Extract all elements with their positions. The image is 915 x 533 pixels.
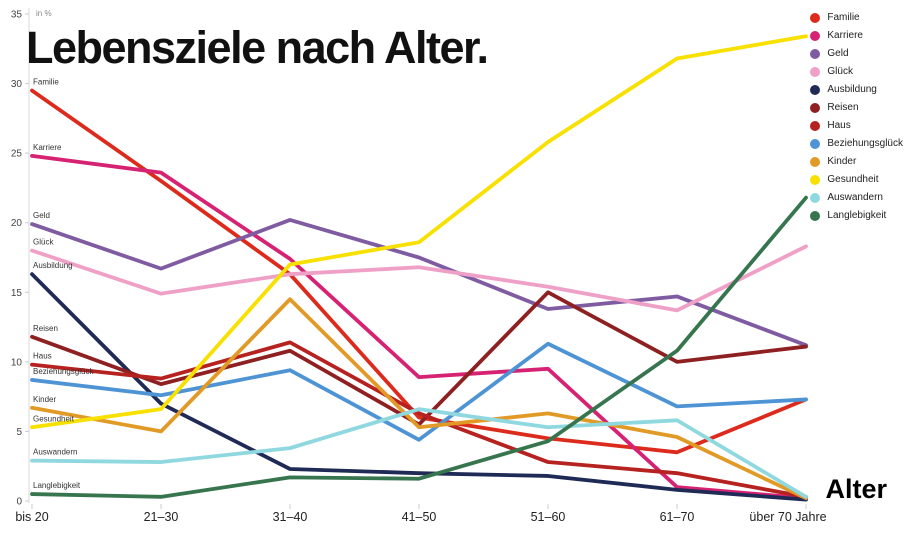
legend-label: Karriere bbox=[827, 30, 863, 41]
legend-item: Haus bbox=[810, 120, 903, 132]
series-line-Kinder bbox=[30, 297, 808, 501]
series-line-Geld bbox=[30, 218, 808, 348]
y-tick-label: 30 bbox=[11, 79, 23, 90]
series-line-Haus bbox=[30, 340, 808, 499]
series-start-label: Haus bbox=[33, 352, 52, 361]
series-start-label: Auswandern bbox=[33, 448, 77, 457]
y-tick-label: 15 bbox=[11, 288, 23, 299]
y-tick-label: 10 bbox=[11, 357, 23, 368]
series-start-label: Langlebigkeit bbox=[33, 481, 81, 490]
series-line-Langlebigkeit bbox=[30, 195, 808, 499]
legend-label: Geld bbox=[827, 48, 849, 59]
legend-dot bbox=[810, 31, 821, 41]
legend-label: Reisen bbox=[827, 102, 859, 113]
series-line-Ausbildung bbox=[30, 272, 808, 502]
series-line-Auswandern bbox=[30, 407, 808, 499]
legend-item: Kinder bbox=[810, 156, 903, 168]
y-tick-label: 0 bbox=[16, 497, 22, 508]
series-start-label: Karriere bbox=[33, 143, 62, 152]
series-line-Familie bbox=[30, 88, 808, 455]
legend-dot bbox=[810, 193, 821, 203]
y-tick-label: 35 bbox=[11, 10, 23, 21]
legend-item: Familie bbox=[810, 12, 903, 24]
x-tick-label: bis 20 bbox=[15, 510, 48, 524]
y-tick-label: 5 bbox=[16, 427, 22, 438]
x-tick-label: 31–40 bbox=[273, 510, 308, 524]
series-start-label: Reisen bbox=[33, 324, 58, 333]
legend-dot bbox=[810, 157, 821, 167]
series-start-label: Familie bbox=[33, 78, 59, 87]
series-start-label: Gesundheit bbox=[33, 414, 75, 423]
x-tick-label: über 70 Jahre bbox=[749, 510, 826, 524]
series-line-Beziehungsglück bbox=[30, 341, 808, 442]
legend-dot bbox=[810, 139, 821, 149]
legend-dot bbox=[810, 85, 821, 95]
legend-label: Kinder bbox=[827, 156, 857, 167]
series-start-label: Geld bbox=[33, 211, 50, 220]
legend-dot bbox=[810, 103, 821, 113]
legend-dot bbox=[810, 121, 821, 131]
x-tick-label: 41–50 bbox=[402, 510, 437, 524]
y-tick-label: 20 bbox=[11, 218, 23, 229]
series-line-Glück bbox=[30, 244, 808, 313]
legend-label: Gesundheit bbox=[827, 174, 879, 185]
y-tick-label: 25 bbox=[11, 149, 23, 160]
legend-label: Glück bbox=[827, 66, 853, 77]
series-line-Karriere bbox=[30, 154, 808, 501]
legend-dot bbox=[810, 175, 821, 185]
series-start-label: Kinder bbox=[33, 395, 56, 404]
legend-item: Ausbildung bbox=[810, 84, 903, 96]
legend-label: Beziehungsglück bbox=[827, 138, 903, 149]
series-line-Gesundheit bbox=[30, 34, 808, 430]
page-title: Lebensziele nach Alter. bbox=[26, 22, 489, 73]
y-axis-unit-label: in % bbox=[36, 9, 52, 18]
series-start-label: Glück bbox=[33, 238, 54, 247]
legend-dot bbox=[810, 13, 821, 23]
series-start-label: Beziehungsglück bbox=[33, 367, 94, 376]
legend: Familie Karriere Geld Glück Ausbildung Reisen… bbox=[810, 12, 903, 222]
legend-dot bbox=[810, 211, 821, 221]
x-tick-label: 61–70 bbox=[660, 510, 695, 524]
legend-label: Langlebigkeit bbox=[827, 210, 887, 221]
legend-label: Haus bbox=[827, 120, 851, 131]
legend-dot bbox=[810, 67, 821, 77]
legend-item: Auswandern bbox=[810, 192, 903, 204]
legend-dot bbox=[810, 49, 821, 59]
series-start-label: Ausbildung bbox=[33, 261, 73, 270]
legend-item: Beziehungsglück bbox=[810, 138, 903, 150]
legend-item: Geld bbox=[810, 48, 903, 60]
legend-item: Gesundheit bbox=[810, 174, 903, 186]
legend-label: Familie bbox=[827, 12, 860, 23]
legend-label: Auswandern bbox=[827, 192, 883, 203]
legend-item: Karriere bbox=[810, 30, 903, 42]
series-line-Reisen bbox=[30, 290, 808, 427]
legend-item: Langlebigkeit bbox=[810, 210, 903, 222]
x-tick-label: 21–30 bbox=[144, 510, 179, 524]
legend-item: Reisen bbox=[810, 102, 903, 114]
x-axis-title: Alter bbox=[825, 474, 887, 504]
legend-label: Ausbildung bbox=[827, 84, 877, 95]
x-tick-label: 51–60 bbox=[531, 510, 566, 524]
legend-item: Glück bbox=[810, 66, 903, 78]
